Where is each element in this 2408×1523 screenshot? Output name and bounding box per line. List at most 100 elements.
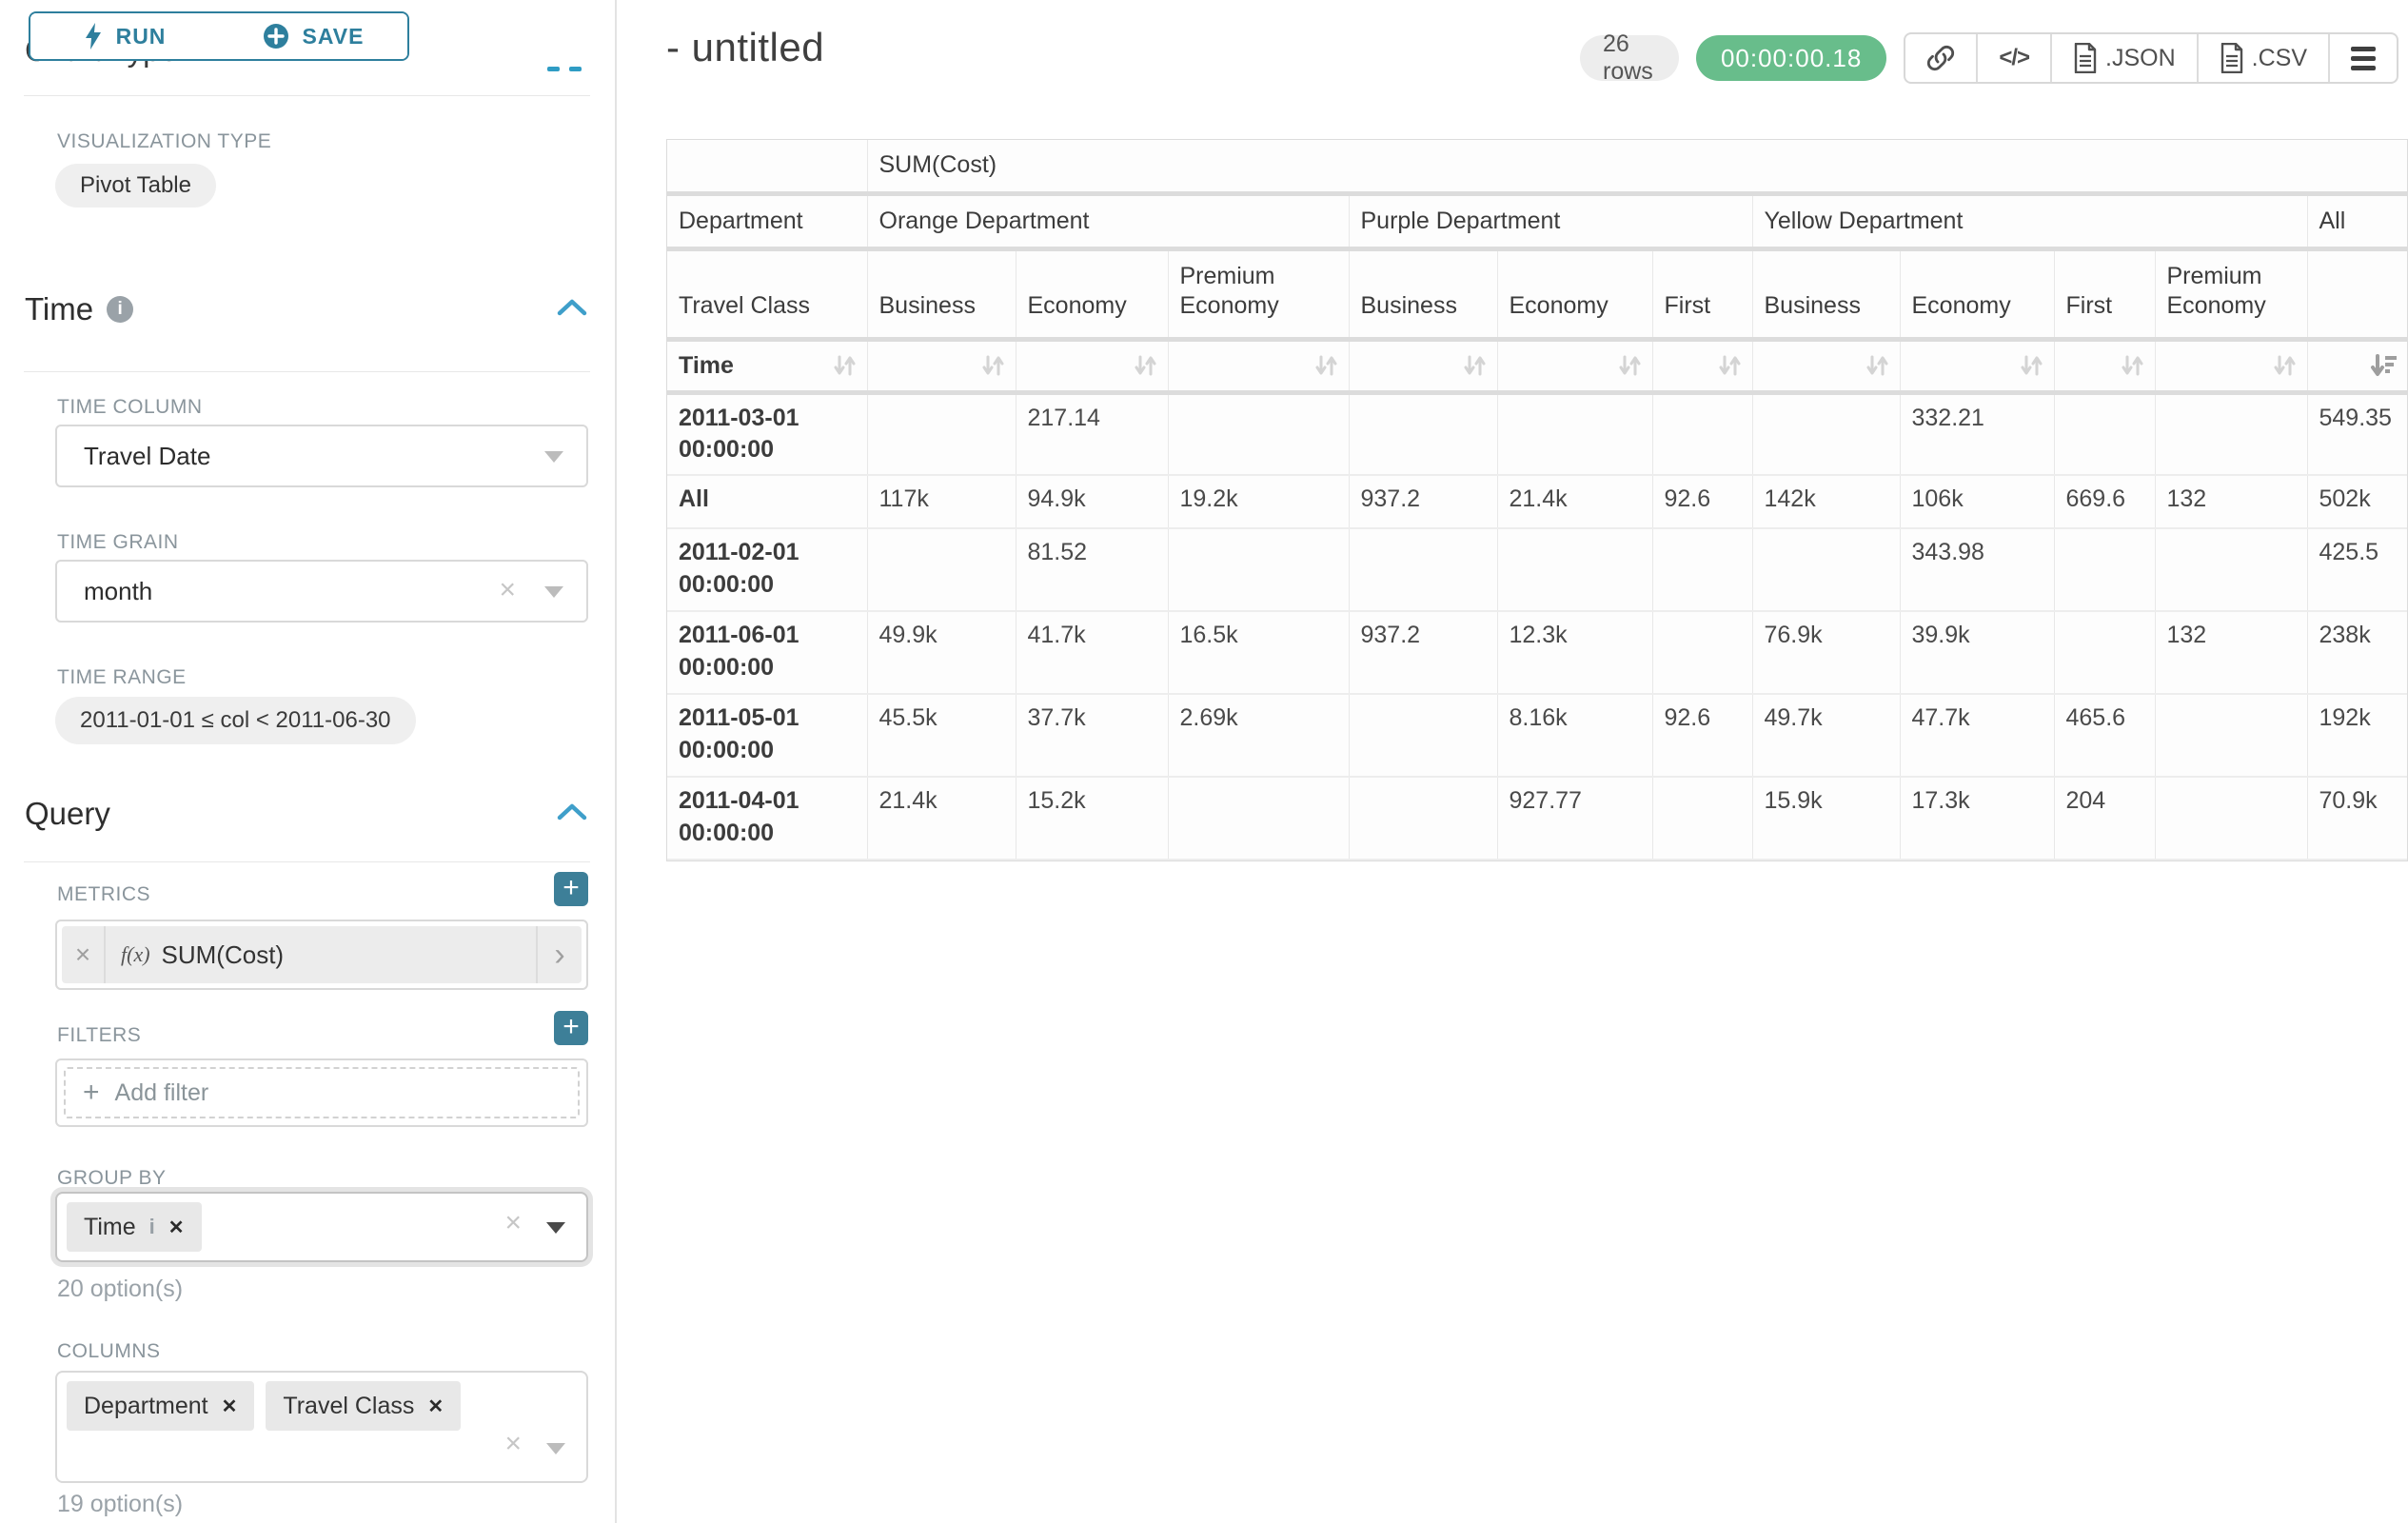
sort-icon[interactable] bbox=[2272, 353, 2298, 378]
time-range-pill[interactable]: 2011-01-01 ≤ col < 2011-06-30 bbox=[55, 697, 416, 744]
lightning-bolt-icon bbox=[85, 23, 101, 49]
link-icon bbox=[1927, 45, 1955, 71]
sort-icon[interactable] bbox=[832, 353, 858, 378]
row-label: 2011-03-01 00:00:00 bbox=[667, 392, 868, 476]
time-grain-select[interactable]: month × bbox=[55, 560, 588, 623]
table-row: 2011-02-01 00:00:00 81.52 343.98 425.5 bbox=[667, 528, 2408, 612]
control-panel-sidebar: Chart Type RUN SAVE VISUALIZATION TYPE P… bbox=[0, 0, 617, 1523]
column-sort[interactable] bbox=[1752, 339, 1901, 395]
add-metric-button[interactable]: + bbox=[554, 872, 588, 906]
table-row: 2011-04-01 00:00:00 21.4k 15.2k 927.77 1… bbox=[667, 777, 2408, 860]
department-header-row: Department Orange Department Purple Depa… bbox=[667, 193, 2408, 251]
visualization-type-pill[interactable]: Pivot Table bbox=[55, 164, 216, 208]
export-csv-button[interactable]: .CSV bbox=[2196, 34, 2328, 82]
travel-class-dim-label: Travel Class bbox=[667, 248, 868, 342]
cell: 117k bbox=[867, 475, 1016, 529]
time-column-select[interactable]: Travel Date bbox=[55, 425, 588, 487]
cell bbox=[867, 392, 1016, 476]
sort-icon[interactable] bbox=[1617, 353, 1643, 378]
sort-header-row: Time bbox=[667, 339, 2408, 395]
column-sort-active-desc[interactable] bbox=[2307, 339, 2408, 395]
menu-button[interactable] bbox=[2328, 34, 2397, 82]
copy-link-button[interactable] bbox=[1905, 34, 1976, 82]
cell bbox=[1497, 392, 1653, 476]
table-row: All 117k 94.9k 19.2k 937.2 21.4k 92.6 14… bbox=[667, 475, 2408, 529]
cell: 41.7k bbox=[1016, 611, 1169, 695]
chevron-right-icon[interactable]: › bbox=[536, 926, 582, 983]
export-json-button[interactable]: .JSON bbox=[2050, 34, 2197, 82]
add-filter-button[interactable]: + Add filter bbox=[64, 1067, 580, 1118]
sort-icon[interactable] bbox=[980, 353, 1006, 378]
table-row: 2011-03-01 00:00:00 217.14 332.21 549.35 bbox=[667, 392, 2408, 476]
columns-chip-travel-class[interactable]: Travel Class ✕ bbox=[266, 1381, 462, 1431]
clear-icon[interactable]: × bbox=[504, 1428, 522, 1459]
query-section-header[interactable]: Query bbox=[25, 796, 110, 831]
remove-metric-icon[interactable]: × bbox=[62, 926, 106, 983]
column-sort[interactable] bbox=[1900, 339, 2055, 395]
chevron-up-icon[interactable] bbox=[556, 801, 588, 822]
department-dim-label: Department bbox=[667, 193, 868, 251]
cell bbox=[1752, 392, 1901, 476]
sort-icon[interactable] bbox=[1865, 353, 1890, 378]
cell bbox=[1168, 777, 1350, 860]
run-button[interactable]: RUN bbox=[30, 13, 219, 59]
group-by-chip-time[interactable]: Time i ✕ bbox=[67, 1202, 202, 1252]
row-label: 2011-05-01 00:00:00 bbox=[667, 694, 868, 778]
sort-icon[interactable] bbox=[1462, 353, 1488, 378]
info-icon: i bbox=[107, 296, 134, 323]
cell: 70.9k bbox=[2307, 777, 2408, 860]
save-button[interactable]: SAVE bbox=[219, 13, 407, 59]
columns-select[interactable]: Department ✕ Travel Class ✕ × bbox=[55, 1371, 588, 1483]
time-section-header[interactable]: Time i bbox=[25, 291, 134, 327]
cell bbox=[2155, 777, 2308, 860]
table-row: 2011-05-01 00:00:00 45.5k 37.7k 2.69k 8.… bbox=[667, 694, 2408, 778]
group-by-select[interactable]: Time i ✕ × bbox=[55, 1192, 588, 1262]
column-sort[interactable] bbox=[867, 339, 1016, 395]
sort-icon[interactable] bbox=[1717, 353, 1743, 378]
cell bbox=[1349, 528, 1498, 612]
remove-chip-icon[interactable]: ✕ bbox=[221, 1395, 238, 1417]
sort-icon[interactable] bbox=[2019, 353, 2044, 378]
time-row-axis-sort[interactable]: Time bbox=[667, 339, 868, 395]
column-sort[interactable] bbox=[1497, 339, 1653, 395]
add-filter-plus-button[interactable]: + bbox=[554, 1011, 588, 1045]
cell: 94.9k bbox=[1016, 475, 1169, 529]
cell: 15.9k bbox=[1752, 777, 1901, 860]
column-sort[interactable] bbox=[2155, 339, 2308, 395]
info-icon: i bbox=[148, 1215, 155, 1238]
cell: 49.7k bbox=[1752, 694, 1901, 778]
cell bbox=[2155, 694, 2308, 778]
embed-code-button[interactable]: </> bbox=[1976, 34, 2050, 82]
metric-name: SUM(Cost) bbox=[161, 940, 285, 969]
sort-icon[interactable] bbox=[1133, 353, 1158, 378]
column-sort[interactable] bbox=[1016, 339, 1169, 395]
cell bbox=[2054, 392, 2156, 476]
remove-chip-icon[interactable]: ✕ bbox=[168, 1216, 185, 1238]
column-sort[interactable] bbox=[2054, 339, 2156, 395]
column-sort[interactable] bbox=[1168, 339, 1350, 395]
travel-class-header-row: Travel Class Business Economy Premium Ec… bbox=[667, 248, 2408, 342]
column-sort[interactable] bbox=[1349, 339, 1498, 395]
chevron-up-icon[interactable] bbox=[556, 297, 588, 318]
metric-header-cell: SUM(Cost) bbox=[867, 140, 2408, 196]
class-header: Economy bbox=[1900, 248, 2055, 342]
clipped-icon-fragment bbox=[547, 67, 560, 71]
remove-chip-icon[interactable]: ✕ bbox=[427, 1395, 444, 1417]
cell: 132 bbox=[2155, 475, 2308, 529]
columns-chip-department[interactable]: Department ✕ bbox=[67, 1381, 255, 1431]
time-column-label: TIME COLUMN bbox=[57, 396, 203, 418]
plus-circle-icon bbox=[263, 24, 288, 49]
time-grain-label: TIME GRAIN bbox=[57, 531, 179, 553]
chart-title[interactable]: - untitled bbox=[666, 25, 825, 69]
cell: 238k bbox=[2307, 611, 2408, 695]
clear-icon[interactable]: × bbox=[504, 1207, 522, 1238]
metric-chip[interactable]: × f(x) SUM(Cost) › bbox=[62, 926, 582, 983]
row-count-badge: 26 rows bbox=[1580, 30, 1679, 85]
sort-icon[interactable] bbox=[2120, 353, 2145, 378]
sort-icon[interactable] bbox=[1313, 353, 1339, 378]
clear-icon[interactable]: × bbox=[499, 574, 516, 605]
cell bbox=[1652, 392, 1753, 476]
column-sort[interactable] bbox=[1652, 339, 1753, 395]
sort-descending-icon[interactable] bbox=[2370, 354, 2398, 377]
cell bbox=[1497, 528, 1653, 612]
